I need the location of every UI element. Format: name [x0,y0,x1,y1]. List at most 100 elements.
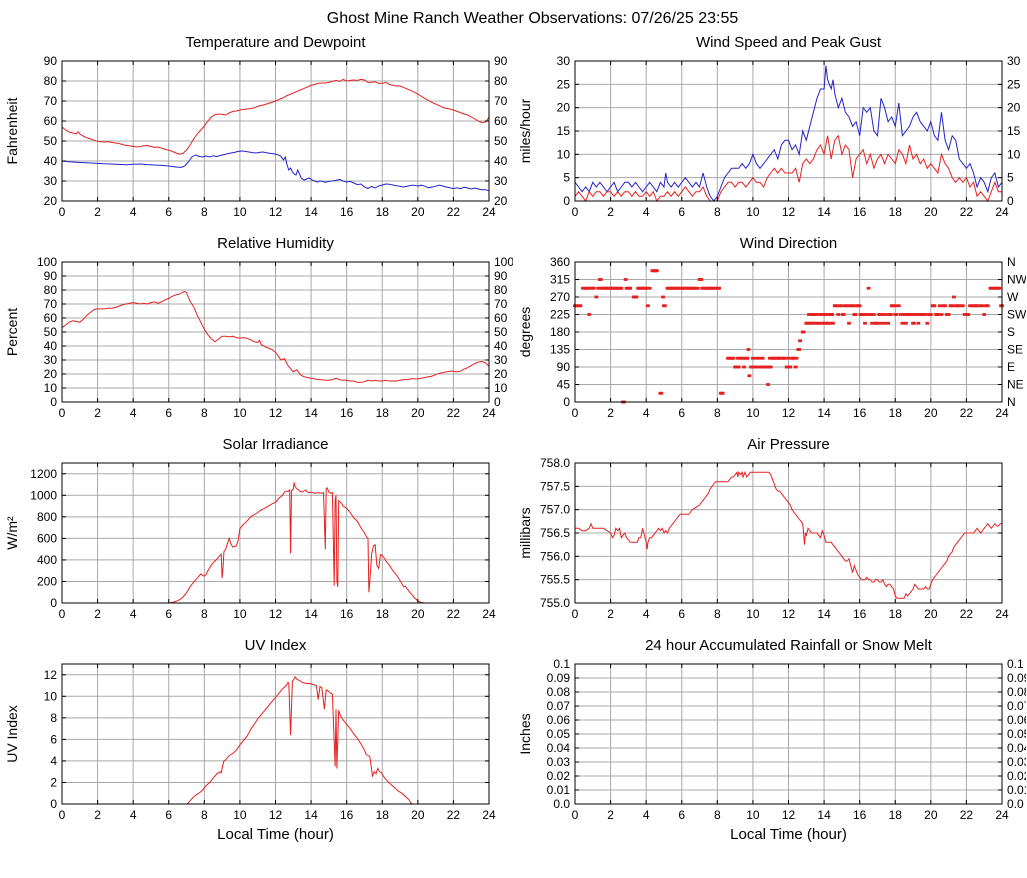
svg-text:14: 14 [817,808,831,822]
svg-text:18: 18 [889,607,903,621]
svg-text:12: 12 [269,406,283,420]
svg-text:90: 90 [557,360,571,374]
svg-text:50: 50 [494,134,508,148]
svg-text:8: 8 [201,607,208,621]
svg-text:0.1: 0.1 [553,657,570,671]
svg-text:14: 14 [304,406,318,420]
svg-text:0: 0 [59,205,66,219]
chart-title-pressure: Air Pressure [747,436,830,453]
svg-text:20: 20 [924,607,938,621]
pressure-plot: 0 2 4 6 8 10 12 14 16 18 20 22 24755.0755.5756.0756.… [517,456,1009,621]
svg-text:16: 16 [853,205,867,219]
svg-text:10: 10 [746,406,760,420]
svg-text:16: 16 [340,205,354,219]
svg-text:E: E [1007,360,1015,374]
svg-text:70: 70 [494,297,508,311]
svg-text:14: 14 [817,607,831,621]
svg-text:6: 6 [165,808,172,822]
chart-uv-index: UV Index 0 2 4 6 8 10 12 14 16 18 20 22 24 0 2 4 6 8 10 12 U… [0,637,513,843]
svg-text:20: 20 [44,367,58,381]
svg-text:0.04: 0.04 [1007,741,1026,755]
chart-air-pressure: Air Pressure 0 2 4 6 8 10 12 14 16 18 20 22 24 755.0 7… [513,436,1026,625]
svg-text:16: 16 [853,808,867,822]
svg-text:600: 600 [37,531,57,545]
svg-text:12: 12 [782,808,796,822]
svg-text:90: 90 [44,269,58,283]
svg-text:30: 30 [1007,54,1021,68]
svg-text:20: 20 [924,808,938,822]
svg-text:200: 200 [37,574,57,588]
svg-text:50: 50 [44,134,58,148]
svg-text:315: 315 [550,273,570,287]
svg-text:60: 60 [44,311,58,325]
svg-text:18: 18 [376,406,390,420]
chart-wind-speed-gust: Wind Speed and Peak Gust 0 2 4 6 8 10 12 14 16 18… [513,34,1026,223]
svg-text:20: 20 [411,406,425,420]
svg-text:0: 0 [1007,194,1014,208]
svg-text:12: 12 [269,808,283,822]
svg-text:80: 80 [44,283,58,297]
svg-text:15: 15 [1007,124,1021,138]
svg-text:270: 270 [550,290,570,304]
svg-text:50: 50 [494,325,508,339]
svg-text:45: 45 [557,378,571,392]
chart-title-rainfall: 24 hour Accumulated Rainfall or Snow Mel… [645,637,932,654]
svg-text:NW: NW [1007,273,1026,287]
svg-text:14: 14 [817,406,831,420]
svg-text:4: 4 [643,205,650,219]
svg-text:20: 20 [924,406,938,420]
svg-text:12: 12 [782,406,796,420]
svg-text:8: 8 [201,406,208,420]
svg-text:758.0: 758.0 [540,456,570,470]
svg-text:24: 24 [995,406,1009,420]
chart-title-temperature: Temperature and Dewpoint [185,34,366,51]
svg-text:8: 8 [714,205,721,219]
svg-text:4: 4 [643,808,650,822]
svg-text:70: 70 [44,297,58,311]
svg-text:2: 2 [607,205,614,219]
svg-text:6: 6 [165,205,172,219]
svg-text:0: 0 [572,808,579,822]
chart-title-solar: Solar Irradiance [222,436,329,453]
svg-text:400: 400 [37,553,57,567]
svg-text:4: 4 [643,406,650,420]
svg-text:0: 0 [572,205,579,219]
svg-text:1000: 1000 [30,488,57,502]
svg-text:100: 100 [494,255,513,269]
svg-text:Percent: Percent [4,308,20,356]
svg-text:4: 4 [130,808,137,822]
svg-text:80: 80 [494,74,508,88]
svg-text:0: 0 [494,395,501,409]
svg-text:0: 0 [59,406,66,420]
svg-text:30: 30 [44,174,58,188]
svg-text:6: 6 [678,205,685,219]
svg-text:22: 22 [447,406,461,420]
svg-text:0: 0 [50,797,57,811]
svg-text:5: 5 [1007,171,1014,185]
svg-text:22: 22 [960,607,974,621]
svg-text:6: 6 [678,406,685,420]
svg-text:24: 24 [482,808,496,822]
svg-text:10: 10 [233,808,247,822]
svg-text:30: 30 [494,174,508,188]
svg-text:14: 14 [304,205,318,219]
svg-text:0: 0 [59,808,66,822]
svg-text:24: 24 [995,205,1009,219]
svg-text:6: 6 [678,607,685,621]
svg-text:40: 40 [44,154,58,168]
svg-text:30: 30 [494,353,508,367]
svg-text:24: 24 [995,808,1009,822]
svg-text:6: 6 [50,732,57,746]
svg-text:60: 60 [494,114,508,128]
svg-text:800: 800 [37,510,57,524]
svg-text:24: 24 [482,406,496,420]
svg-text:miles/hour: miles/hour [517,98,533,163]
svg-text:2: 2 [607,406,614,420]
svg-text:30: 30 [44,353,58,367]
svg-text:Inches: Inches [517,713,533,754]
svg-text:8: 8 [50,711,57,725]
svg-text:1200: 1200 [30,467,57,481]
chart-title-wind-direction: Wind Direction [739,235,838,252]
